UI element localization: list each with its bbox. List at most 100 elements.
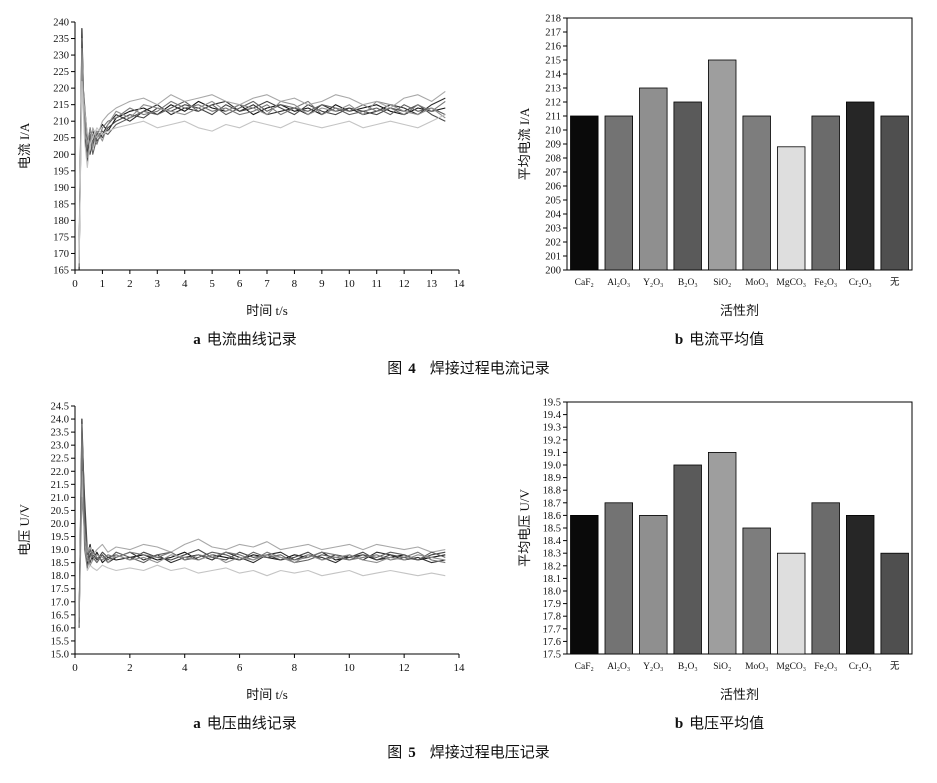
svg-text:170: 170 — [53, 249, 69, 260]
figure4-charts-row: 165 170 175 180 185 190 195 200 205 210 215 220 225 2… — [8, 10, 929, 349]
svg-text:5: 5 — [209, 278, 215, 290]
figure-4-block: 165 170 175 180 185 190 195 200 205 210 215 220 225 2… — [8, 10, 929, 378]
svg-text:活性剂: 活性剂 — [720, 687, 759, 702]
svg-text:18.6: 18.6 — [543, 511, 561, 522]
figure-5-block: 15.0 15.5 16.0 16.5 17.0 17.5 18.0 18.5 19.0 19.5… — [8, 394, 929, 762]
svg-text:14: 14 — [454, 662, 466, 674]
svg-text:6: 6 — [237, 278, 243, 290]
svg-text:230: 230 — [53, 51, 69, 62]
svg-text:185: 185 — [53, 199, 69, 210]
svg-text:17.5: 17.5 — [543, 650, 561, 661]
svg-text:9: 9 — [319, 278, 325, 290]
svg-text:MoO₃: MoO₃ — [745, 662, 768, 672]
figure5-charts-row: 15.0 15.5 16.0 16.5 17.0 17.5 18.0 18.5 19.0 19.5… — [8, 394, 929, 733]
svg-text:17.8: 17.8 — [543, 612, 561, 623]
svg-text:205: 205 — [53, 133, 69, 144]
svg-text:MgCO₃: MgCO₃ — [776, 662, 806, 672]
svg-text:18.3: 18.3 — [543, 549, 561, 560]
figure4-panel-a-caption: a 电流曲线记录 — [193, 328, 297, 349]
svg-text:22.0: 22.0 — [51, 467, 69, 478]
svg-text:6: 6 — [237, 662, 243, 674]
svg-text:18.5: 18.5 — [51, 558, 69, 569]
svg-text:18.0: 18.0 — [51, 571, 69, 582]
svg-text:SiO₂: SiO₂ — [713, 662, 731, 672]
svg-text:165: 165 — [53, 266, 69, 277]
svg-text:24.5: 24.5 — [51, 402, 69, 413]
figure-caption-text: 焊接过程电压记录 — [429, 745, 550, 761]
figure-caption-text: 焊接过程电流记录 — [429, 361, 550, 377]
caption-marker: b — [674, 332, 684, 348]
svg-text:240: 240 — [53, 18, 69, 29]
svg-text:Y₂O₃: Y₂O₃ — [643, 662, 663, 672]
figure5-caption: 图 5 焊接过程电压记录 — [8, 741, 929, 762]
svg-text:19.0: 19.0 — [51, 545, 69, 556]
svg-text:200: 200 — [53, 150, 69, 161]
svg-text:16.0: 16.0 — [51, 623, 69, 634]
svg-text:17.9: 17.9 — [543, 599, 561, 610]
svg-text:B₂O₃: B₂O₃ — [678, 662, 698, 672]
svg-text:Al₂O₃: Al₂O₃ — [607, 662, 630, 672]
svg-text:207: 207 — [545, 168, 561, 179]
svg-text:211: 211 — [546, 112, 561, 123]
svg-text:15.5: 15.5 — [51, 636, 69, 647]
svg-text:时间 t/s: 时间 t/s — [246, 687, 288, 702]
svg-text:216: 216 — [545, 42, 561, 53]
svg-text:Y₂O₃: Y₂O₃ — [643, 278, 663, 288]
svg-text:时间 t/s: 时间 t/s — [246, 303, 288, 318]
svg-text:217: 217 — [545, 28, 561, 39]
figure-label: 图 — [387, 745, 403, 761]
svg-text:23.0: 23.0 — [51, 441, 69, 452]
svg-text:10: 10 — [344, 662, 356, 674]
svg-text:18.1: 18.1 — [543, 574, 561, 585]
svg-text:12: 12 — [399, 278, 410, 290]
svg-text:19.5: 19.5 — [543, 398, 561, 409]
svg-text:14: 14 — [454, 278, 466, 290]
svg-text:SiO₂: SiO₂ — [713, 278, 731, 288]
svg-text:11: 11 — [371, 278, 382, 290]
svg-text:21.0: 21.0 — [51, 493, 69, 504]
svg-text:20.0: 20.0 — [51, 519, 69, 530]
svg-text:CaF₂: CaF₂ — [575, 662, 594, 672]
figure4-panel-b-caption: b 电流平均值 — [675, 328, 764, 349]
svg-text:18.5: 18.5 — [543, 524, 561, 535]
svg-text:无: 无 — [890, 661, 900, 672]
voltage-line-chart: 15.0 15.5 16.0 16.5 17.0 17.5 18.0 18.5 19.0 19.5… — [17, 402, 466, 703]
svg-text:175: 175 — [53, 232, 69, 243]
svg-text:180: 180 — [53, 216, 69, 227]
svg-text:218: 218 — [545, 14, 561, 25]
svg-text:209: 209 — [545, 140, 561, 151]
figure4-caption: 图 4 焊接过程电流记录 — [8, 357, 929, 378]
svg-text:20.5: 20.5 — [51, 506, 69, 517]
svg-text:17.5: 17.5 — [51, 584, 69, 595]
svg-text:210: 210 — [545, 126, 561, 137]
figure4-panel-b: 200 201 202 203 204 205 206 207 208 209 210 211 212 2… — [517, 10, 922, 349]
svg-text:201: 201 — [545, 252, 561, 263]
caption-marker: a — [193, 716, 201, 732]
svg-text:17.6: 17.6 — [543, 637, 561, 648]
svg-text:203: 203 — [545, 224, 561, 235]
svg-text:18.0: 18.0 — [543, 587, 561, 598]
figure5-panel-b-caption: b 电压平均值 — [675, 712, 764, 733]
svg-text:24.0: 24.0 — [51, 415, 69, 426]
svg-text:17.7: 17.7 — [543, 624, 561, 635]
svg-text:Fe₂O₃: Fe₂O₃ — [814, 278, 837, 288]
svg-text:8: 8 — [292, 662, 298, 674]
average-current-bar-chart: 200 201 202 203 204 205 206 207 208 209 210 211 212 2… — [517, 14, 913, 318]
current-line-chart: 1651701751801851901952002052102152202252… — [17, 18, 466, 319]
svg-text:215: 215 — [545, 56, 561, 67]
caption-text: 电压曲线记录 — [206, 716, 297, 732]
caption-text: 电压平均值 — [689, 716, 765, 732]
svg-text:Al₂O₃: Al₂O₃ — [607, 278, 630, 288]
svg-text:Fe₂O₃: Fe₂O₃ — [814, 662, 837, 672]
figure5-panel-b: 17.5 17.6 17.7 17.8 17.9 18.0 18.1 18.2 18.3 18.4… — [517, 394, 922, 733]
figure5-panel-a: 15.0 15.5 16.0 16.5 17.0 17.5 18.0 18.5 19.0 19.5… — [15, 394, 475, 733]
svg-text:19.4: 19.4 — [543, 410, 562, 421]
svg-text:18.4: 18.4 — [543, 536, 562, 547]
svg-text:19.1: 19.1 — [543, 448, 561, 459]
svg-text:活性剂: 活性剂 — [720, 303, 759, 318]
svg-text:204: 204 — [545, 210, 562, 221]
svg-text:212: 212 — [545, 98, 561, 109]
svg-text:2: 2 — [127, 278, 133, 290]
figure4-panel-a: 165 170 175 180 185 190 195 200 205 210 215 220 225 2… — [15, 10, 475, 349]
svg-text:10: 10 — [344, 278, 356, 290]
